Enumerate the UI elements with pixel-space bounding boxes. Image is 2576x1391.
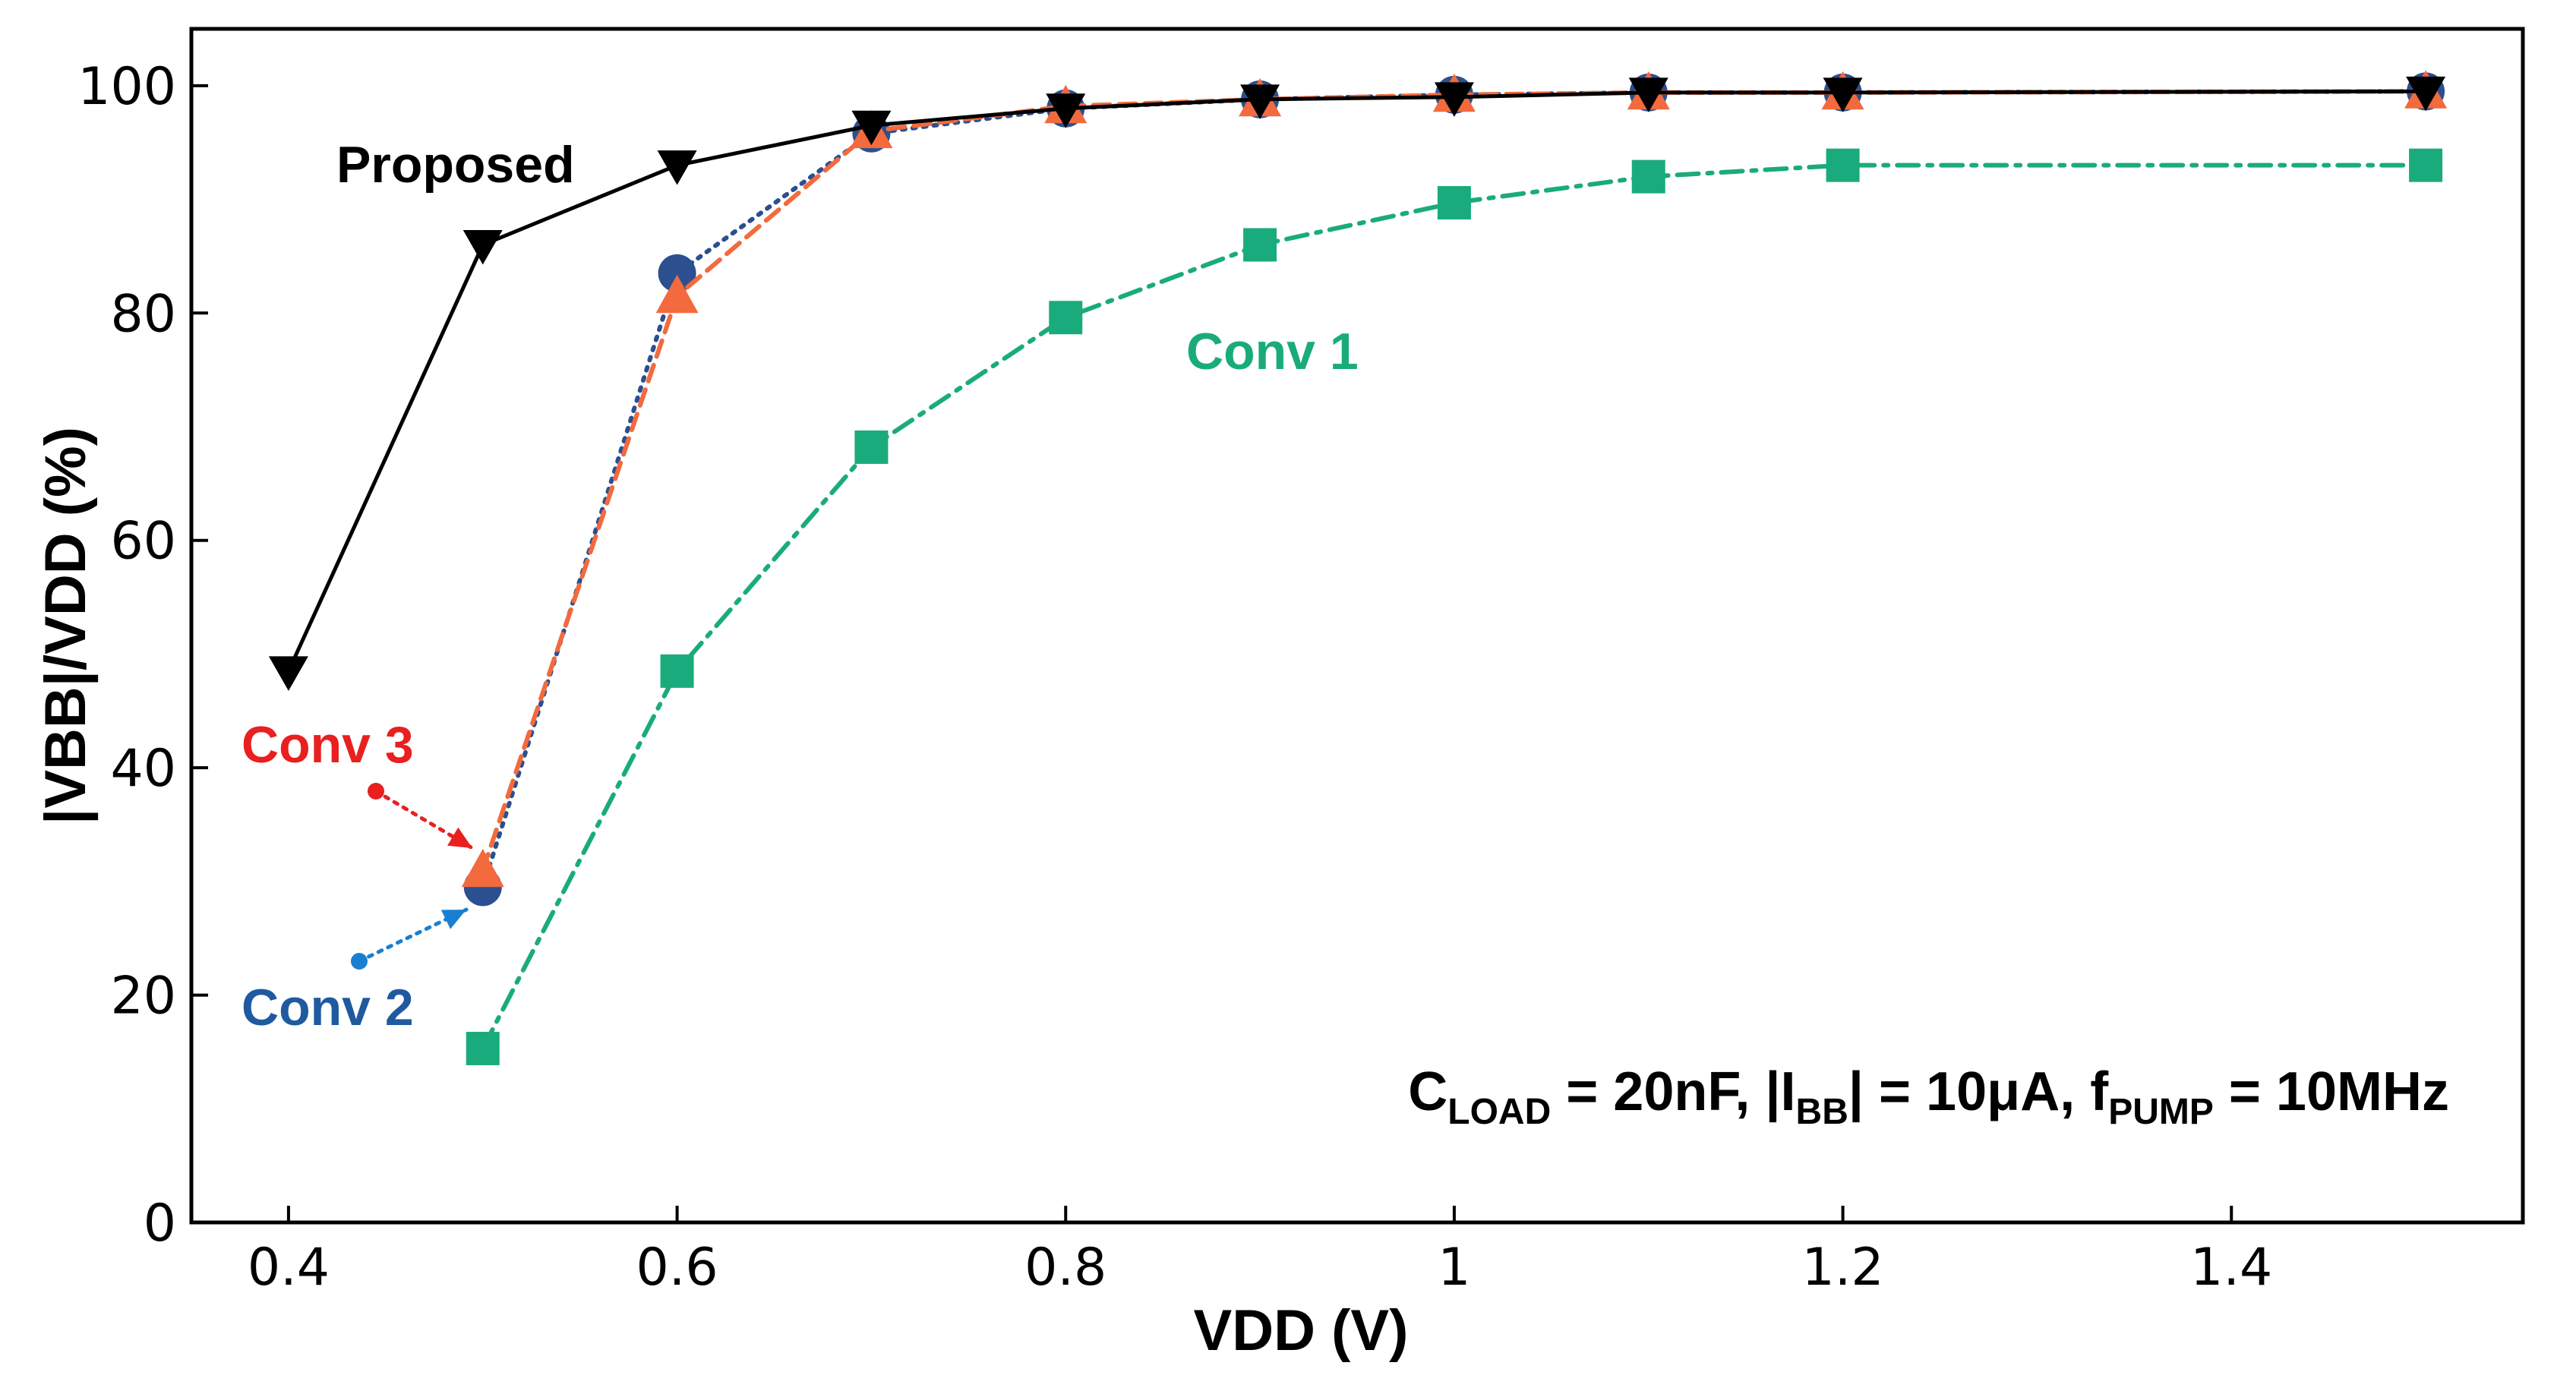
condition-note: CLOAD = 20nF, |IBB| = 10μA, fPUMP = 10MH…: [1408, 1061, 2449, 1132]
y-axis-title: |VBB|/VDD (%): [33, 427, 99, 825]
proposed-point: [1240, 84, 1280, 119]
y-tick-label: 0: [144, 1194, 176, 1254]
conv3-arrow: [368, 783, 475, 850]
conv1-point: [1049, 301, 1083, 335]
proposed-point: [851, 110, 892, 146]
label-conv2: Conv 2: [242, 979, 414, 1036]
proposed-point: [268, 656, 308, 691]
label-conv1: Conv 1: [1186, 323, 1359, 380]
series-conv1-line: [480, 162, 2429, 1051]
proposed-point: [657, 150, 697, 185]
x-tick-label: 1: [1438, 1238, 1470, 1298]
proposed-point: [1628, 77, 1668, 112]
y-tick-label: 40: [110, 739, 176, 799]
proposed-point: [2406, 76, 2446, 112]
series-proposed: [268, 76, 2446, 691]
conv3-point: [461, 848, 504, 888]
x-tick-label: 0.4: [248, 1238, 330, 1298]
annotation-arrows: [351, 783, 475, 970]
conv3-arrow-head: [447, 827, 472, 848]
plot-frame: [189, 27, 2525, 1225]
conv1-point: [854, 430, 889, 464]
conv1-point: [1631, 159, 1665, 194]
conv1-point: [466, 1031, 500, 1065]
conv2-point: [658, 254, 696, 292]
conv1-point: [1437, 186, 1471, 220]
x-tick-label: 0.8: [1024, 1238, 1106, 1298]
x-tick-label: 1.2: [1802, 1238, 1884, 1298]
conv1-point: [1243, 228, 1277, 262]
y-tick-label: 80: [110, 284, 176, 344]
proposed-point: [1434, 82, 1474, 117]
y-tick-label: 20: [110, 967, 176, 1027]
series-layer: [268, 70, 2448, 1065]
y-tick-label: 60: [110, 512, 176, 572]
label-proposed: Proposed: [336, 136, 575, 194]
y-tick-label: 100: [77, 57, 176, 117]
conv2-arrow: [351, 907, 469, 970]
x-tick-label: 0.6: [636, 1238, 718, 1298]
x-axis-ticks: 0.4 0.6 0.8 1 1.2 1.4: [248, 1206, 2272, 1298]
proposed-point: [1823, 77, 1863, 112]
x-axis-title: VDD (V): [1194, 1298, 1409, 1363]
conv1-point: [1826, 148, 1860, 182]
series-proposed-line: [286, 89, 2428, 673]
conv3-point: [655, 274, 699, 314]
proposed-point: [1046, 93, 1086, 128]
y-axis-ticks: 0 20 40 60 80 100: [77, 57, 208, 1254]
conv1-point: [2409, 148, 2443, 182]
conv2-arrow-head: [440, 910, 466, 929]
conv3-arrow-line: [374, 789, 475, 850]
proposed-point: [462, 229, 503, 265]
x-tick-label: 1.4: [2190, 1238, 2272, 1298]
conv1-point: [660, 654, 694, 688]
label-conv3: Conv 3: [242, 716, 414, 774]
series-conv1: [466, 148, 2443, 1065]
